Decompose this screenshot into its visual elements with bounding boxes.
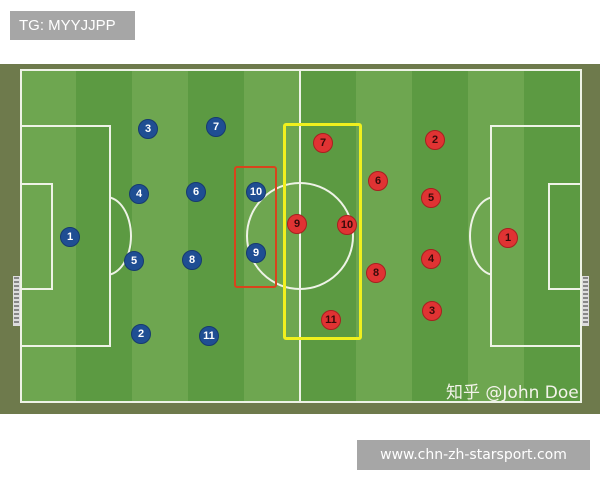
right-penalty-box: [490, 125, 582, 347]
red-player: 7: [313, 133, 333, 153]
highlight-box-red: [234, 166, 277, 288]
blue-player: 9: [246, 243, 266, 263]
field: [20, 69, 582, 403]
blue-player: 3: [138, 119, 158, 139]
red-player: 6: [368, 171, 388, 191]
left-penalty-box: [20, 125, 111, 347]
blue-player: 1: [60, 227, 80, 247]
watermark: 知乎 @John Doe: [446, 383, 579, 403]
red-player: 10: [337, 215, 357, 235]
highlight-box-yellow: [283, 123, 362, 340]
site-label: www.chn-zh-starsport.com: [357, 440, 590, 470]
blue-player: 6: [186, 182, 206, 202]
blue-player: 5: [124, 251, 144, 271]
blue-player: 4: [129, 184, 149, 204]
blue-player: 7: [206, 117, 226, 137]
touchline: [20, 69, 582, 403]
right-goal-area: [548, 183, 582, 290]
left-goal-area: [20, 183, 53, 290]
right-goal-net: [582, 276, 589, 326]
left-goal-net: [13, 276, 20, 326]
red-player: 4: [421, 249, 441, 269]
top-tag: TG: MYYJJPP: [10, 11, 135, 40]
red-player: 9: [287, 214, 307, 234]
blue-player: 2: [131, 324, 151, 344]
blue-player: 8: [182, 250, 202, 270]
blue-player: 11: [199, 326, 219, 346]
red-player: 8: [366, 263, 386, 283]
blue-player: 10: [246, 182, 266, 202]
red-player: 11: [321, 310, 341, 330]
red-player: 5: [421, 188, 441, 208]
center-circle: [246, 182, 354, 290]
red-player: 1: [498, 228, 518, 248]
red-player: 2: [425, 130, 445, 150]
red-player: 3: [422, 301, 442, 321]
